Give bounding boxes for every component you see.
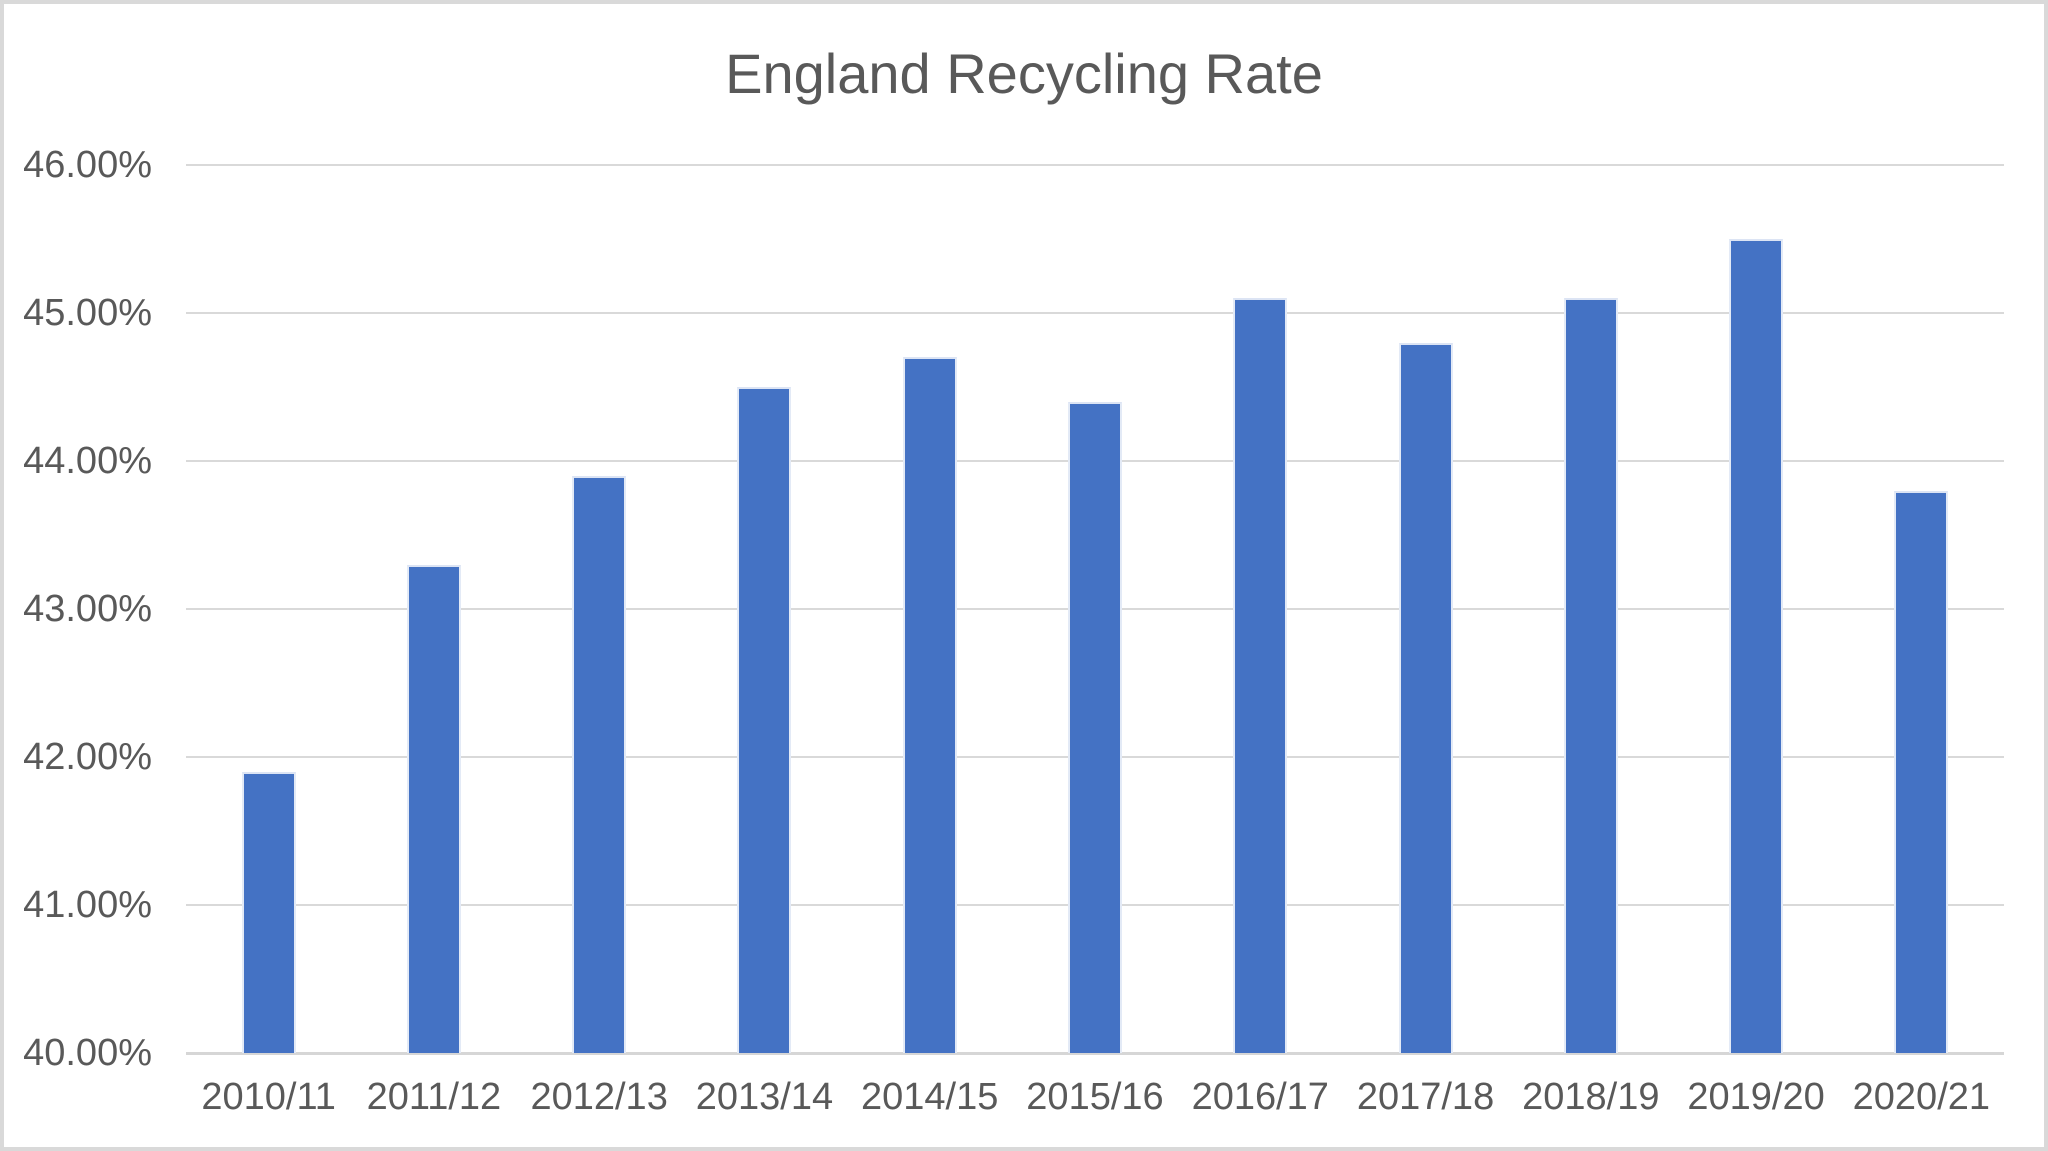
y-tick-label: 42.00% bbox=[23, 736, 152, 778]
x-tick-label: 2017/18 bbox=[1356, 1076, 1495, 1118]
bar-2013-14 bbox=[737, 387, 792, 1053]
gridline bbox=[186, 164, 2004, 166]
x-tick-label: 2011/12 bbox=[366, 1076, 502, 1118]
y-tick-label: 46.00% bbox=[23, 144, 152, 186]
gridline bbox=[186, 312, 2004, 314]
x-tick-label: 2020/21 bbox=[1852, 1076, 1991, 1118]
chart-title: England Recycling Rate bbox=[725, 42, 1323, 105]
x-tick-label: 2010/11 bbox=[201, 1076, 336, 1118]
y-tick-label: 40.00% bbox=[23, 1032, 152, 1074]
x-tick-label: 2016/17 bbox=[1191, 1076, 1329, 1118]
y-axis: 40.00% 41.00% 42.00% 43.00% 44.00% 45.00% 46.0… bbox=[4, 4, 152, 1147]
bar-2012-13 bbox=[572, 476, 627, 1053]
bar-2014-15 bbox=[902, 357, 957, 1053]
x-tick-label: 2013/14 bbox=[695, 1076, 834, 1118]
bar-2017-18 bbox=[1398, 343, 1453, 1053]
x-tick-label: 2019/20 bbox=[1687, 1076, 1825, 1118]
y-tick-label: 41.00% bbox=[23, 884, 152, 926]
y-tick-label: 43.00% bbox=[23, 588, 152, 630]
bar-2018-19 bbox=[1563, 298, 1618, 1053]
x-tick-label: 2014/15 bbox=[861, 1076, 999, 1118]
bar-2020-21 bbox=[1894, 491, 1949, 1053]
plot-area bbox=[186, 164, 2004, 1055]
x-axis: 2010/11 2011/12 2012/13 2013/14 2014/15 2015/… bbox=[186, 1074, 2004, 1134]
bar-2011-12 bbox=[406, 565, 461, 1053]
x-axis-line bbox=[186, 1052, 2004, 1055]
y-tick-label: 44.00% bbox=[23, 440, 152, 482]
x-tick-label: 2015/16 bbox=[1026, 1076, 1164, 1118]
bar-2010-11 bbox=[241, 772, 296, 1053]
bar-2016-17 bbox=[1233, 298, 1288, 1053]
bar-2015-16 bbox=[1068, 402, 1122, 1053]
x-tick-label: 2018/19 bbox=[1522, 1076, 1660, 1118]
y-tick-label: 45.00% bbox=[23, 292, 152, 334]
bar-2019-20 bbox=[1729, 239, 1784, 1053]
x-tick-label: 2012/13 bbox=[530, 1076, 668, 1118]
